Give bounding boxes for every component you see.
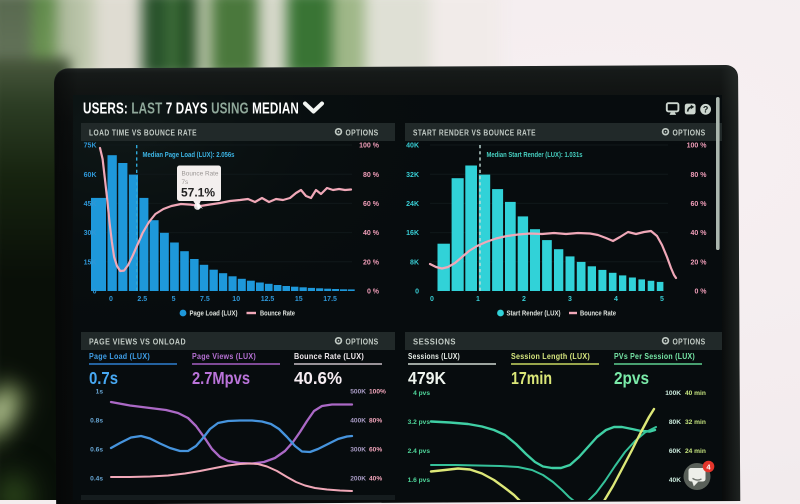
svg-text:40 %: 40 %: [363, 230, 380, 237]
svg-text:Sessions (LUX): Sessions (LUX): [408, 352, 460, 361]
svg-text:Bounce Rate: Bounce Rate: [182, 171, 219, 178]
svg-text:USERS: LAST 7 DAYS USING MEDIA: USERS: LAST 7 DAYS USING MEDIAN: [83, 101, 299, 118]
svg-text:0: 0: [109, 296, 113, 303]
svg-text:0 %: 0 %: [694, 289, 707, 296]
svg-text:2.4 pvs: 2.4 pvs: [408, 448, 431, 455]
svg-text:75K: 75K: [84, 143, 97, 150]
svg-text:0: 0: [415, 289, 419, 296]
svg-text:10: 10: [232, 296, 240, 303]
svg-text:1: 1: [476, 296, 480, 303]
svg-text:500K: 500K: [350, 388, 366, 395]
svg-text:PAGE VIEWS VS ONLOAD: PAGE VIEWS VS ONLOAD: [89, 338, 186, 347]
svg-text:4: 4: [614, 296, 618, 303]
svg-text:OPTIONS: OPTIONS: [346, 129, 379, 138]
svg-text:40 min: 40 min: [685, 390, 706, 397]
svg-text:Bounce Rate: Bounce Rate: [580, 309, 616, 318]
svg-text:0: 0: [430, 296, 434, 303]
svg-text:3.2 pvs: 3.2 pvs: [408, 419, 431, 426]
svg-text:60K: 60K: [669, 448, 681, 455]
svg-text:100 %: 100 %: [359, 143, 380, 150]
svg-text:4 pvs: 4 pvs: [413, 390, 430, 397]
svg-text:60%: 60%: [369, 446, 382, 453]
svg-text:OPTIONS: OPTIONS: [346, 338, 379, 347]
svg-text:LOAD TIME VS BOUNCE RATE: LOAD TIME VS BOUNCE RATE: [89, 129, 197, 138]
svg-text:200K: 200K: [350, 475, 366, 482]
svg-text:Start Render (LUX): Start Render (LUX): [507, 309, 562, 318]
svg-text:0.4s: 0.4s: [90, 475, 103, 482]
svg-text:15: 15: [295, 296, 303, 303]
svg-text:300K: 300K: [350, 446, 366, 453]
svg-text:7.5: 7.5: [200, 296, 210, 303]
svg-text:20 %: 20 %: [363, 259, 380, 266]
svg-text:2pvs: 2pvs: [614, 368, 649, 388]
svg-text:15K: 15K: [84, 259, 97, 266]
svg-text:17min: 17min: [511, 368, 552, 388]
svg-text:100K: 100K: [665, 390, 681, 397]
svg-text:479K: 479K: [408, 368, 446, 388]
svg-text:0.6s: 0.6s: [90, 446, 103, 453]
svg-text:Page Views (LUX): Page Views (LUX): [192, 352, 256, 361]
svg-text:60K: 60K: [84, 172, 97, 179]
svg-text:1.6 pvs: 1.6 pvs: [408, 477, 431, 484]
svg-text:400K: 400K: [350, 417, 366, 424]
svg-text:57.1%: 57.1%: [181, 186, 215, 200]
svg-text:OPTIONS: OPTIONS: [673, 129, 706, 138]
svg-text:PVs Per Session (LUX): PVs Per Session (LUX): [614, 352, 695, 361]
svg-text:20 %: 20 %: [691, 259, 708, 266]
svg-text:3: 3: [568, 296, 572, 303]
svg-text:1s: 1s: [96, 388, 104, 395]
svg-text:17.5: 17.5: [323, 296, 337, 303]
svg-text:100%: 100%: [369, 388, 386, 395]
svg-text:40%: 40%: [369, 475, 382, 482]
svg-text:0.8s: 0.8s: [90, 417, 103, 424]
svg-text:START RENDER VS BOUNCE RATE: START RENDER VS BOUNCE RATE: [413, 129, 536, 138]
svg-text:Median Page Load (LUX): 2.056s: Median Page Load (LUX): 2.056s: [143, 150, 235, 159]
svg-text:Median Start Render (LUX): 1.0: Median Start Render (LUX): 1.031s: [487, 150, 583, 159]
svg-text:40 %: 40 %: [691, 230, 708, 237]
svg-text:Bounce Rate (LUX): Bounce Rate (LUX): [294, 352, 364, 361]
svg-text:Page Load (LUX): Page Load (LUX): [190, 309, 238, 318]
svg-text:24K: 24K: [406, 201, 419, 208]
svg-text:2.7Mpvs: 2.7Mpvs: [192, 368, 250, 388]
svg-text:4: 4: [706, 462, 711, 471]
svg-text:8K: 8K: [410, 259, 419, 266]
svg-text:40K: 40K: [669, 477, 681, 484]
svg-text:Session Length (LUX): Session Length (LUX): [511, 352, 590, 361]
svg-text:0.7s: 0.7s: [89, 368, 118, 388]
svg-text:60 %: 60 %: [691, 201, 708, 208]
svg-text:80K: 80K: [669, 419, 681, 426]
svg-text:5: 5: [172, 296, 176, 303]
svg-text:45K: 45K: [84, 201, 97, 208]
svg-text:24 min: 24 min: [685, 448, 706, 455]
svg-text:7s: 7s: [182, 179, 189, 186]
svg-text:Page Load (LUX): Page Load (LUX): [89, 352, 150, 361]
svg-text:16K: 16K: [406, 230, 419, 237]
svg-text:40K: 40K: [406, 143, 419, 150]
svg-text:32K: 32K: [406, 172, 419, 179]
svg-text:80%: 80%: [369, 417, 382, 424]
svg-text:2.5: 2.5: [137, 296, 147, 303]
svg-text:12.5: 12.5: [261, 296, 275, 303]
svg-text:5: 5: [660, 296, 664, 303]
svg-text:80 %: 80 %: [363, 172, 380, 179]
svg-text:0: 0: [93, 289, 97, 296]
svg-text:0 %: 0 %: [367, 289, 380, 296]
svg-text:2: 2: [522, 296, 526, 303]
svg-text:SESSIONS: SESSIONS: [413, 338, 456, 347]
svg-text:32 min: 32 min: [685, 419, 706, 426]
svg-text:OPTIONS: OPTIONS: [673, 338, 706, 347]
svg-text:40.6%: 40.6%: [294, 368, 342, 388]
svg-text:80 %: 80 %: [691, 172, 708, 179]
svg-text:30K: 30K: [84, 230, 97, 237]
svg-text:100 %: 100 %: [687, 143, 708, 150]
svg-text:60 %: 60 %: [363, 201, 380, 208]
svg-text:Bounce Rate: Bounce Rate: [260, 309, 295, 318]
svg-text:?: ?: [703, 105, 709, 115]
